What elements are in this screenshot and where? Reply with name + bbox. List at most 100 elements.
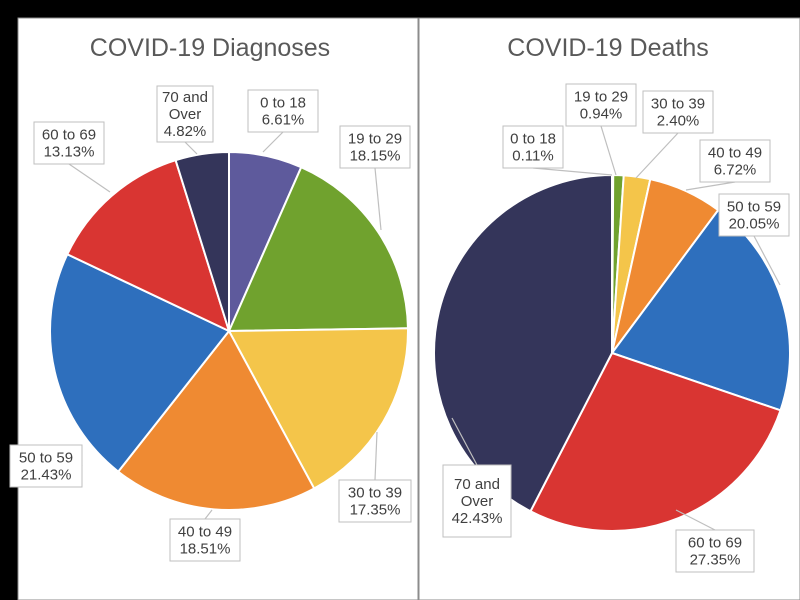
label-category: 40 to 49 xyxy=(708,145,762,162)
label-percent: 27.35% xyxy=(690,552,741,569)
data-label-50-to-59: 50 to 59 20.05% xyxy=(718,193,790,286)
leader-line xyxy=(374,167,382,231)
label-text: 50 to 59 20.05% xyxy=(727,199,781,233)
pie-slices xyxy=(49,150,409,511)
label-percent: 18.51% xyxy=(180,541,231,558)
data-label-70-and-over: 70 and Over 4.82% xyxy=(156,85,214,155)
data-label-19-to-29: 19 to 29 18.15% xyxy=(339,125,411,231)
data-labels: 0 to 18 6.61% 19 to 29 18.15% 30 to 39 17.35%… xyxy=(9,85,412,562)
pie-slices xyxy=(433,173,791,532)
label-category: 60 to 69 xyxy=(688,535,742,552)
leader-line xyxy=(532,167,613,176)
label-percent: 13.13% xyxy=(44,144,95,161)
label-box xyxy=(699,139,771,183)
label-percent: 42.43% xyxy=(452,510,503,527)
data-label-50-to-59: 50 to 59 21.43% xyxy=(9,444,83,488)
label-category: 30 to 39 xyxy=(348,485,402,502)
data-label-40-to-49: 40 to 49 18.51% xyxy=(169,509,241,562)
label-category: 50 to 59 xyxy=(727,199,781,216)
label-text: 60 to 69 27.35% xyxy=(688,535,742,569)
label-text: 60 to 69 13.13% xyxy=(42,127,96,161)
label-category: 30 to 39 xyxy=(651,96,705,113)
label-box xyxy=(338,479,412,523)
data-label-0-to-18: 0 to 18 0.11% xyxy=(502,125,613,176)
label-box xyxy=(675,529,755,573)
label-box xyxy=(9,444,83,488)
label-text: 0 to 18 0.11% xyxy=(510,131,556,165)
data-label-60-to-69: 60 to 69 27.35% xyxy=(675,509,755,573)
chart-title: COVID-19 Deaths xyxy=(507,34,708,62)
label-category: 19 to 29 xyxy=(348,131,402,148)
label-box xyxy=(642,90,714,134)
label-category: 70 and xyxy=(162,89,208,106)
leader-line xyxy=(184,141,198,155)
label-box xyxy=(565,83,637,127)
label-category: 40 to 49 xyxy=(178,524,232,541)
data-label-70-and-over: 70 and Over 42.43% xyxy=(442,417,512,538)
data-label-30-to-39: 30 to 39 2.40% xyxy=(635,90,714,179)
leader-line xyxy=(635,132,679,179)
label-percent: 18.15% xyxy=(350,148,401,165)
label-box xyxy=(33,121,105,165)
label-category: 60 to 69 xyxy=(42,127,96,144)
leader-line xyxy=(68,163,111,193)
label-text: 40 to 49 6.72% xyxy=(708,145,762,179)
label-category: 50 to 59 xyxy=(19,450,73,467)
label-category: Over xyxy=(169,106,202,123)
label-box xyxy=(156,85,214,143)
data-label-19-to-29: 19 to 29 0.94% xyxy=(565,83,637,176)
label-box xyxy=(339,125,411,169)
label-category: 0 to 18 xyxy=(260,95,306,112)
pie-slice-50-to-59 xyxy=(49,252,231,474)
pie-slice-30-to-39 xyxy=(227,327,409,490)
label-percent: 2.40% xyxy=(657,113,700,130)
label-percent: 20.05% xyxy=(729,216,780,233)
label-percent: 6.61% xyxy=(262,112,305,129)
label-category: 70 and xyxy=(454,476,500,493)
label-percent: 6.72% xyxy=(714,162,757,179)
leader-line xyxy=(204,509,213,520)
label-box xyxy=(718,193,790,237)
data-label-0-to-18: 0 to 18 6.61% xyxy=(247,89,319,153)
label-percent: 0.94% xyxy=(580,106,623,123)
label-text: 0 to 18 6.61% xyxy=(260,95,306,129)
leader-line xyxy=(753,235,781,286)
label-text: 70 and Over 4.82% xyxy=(162,89,208,140)
leader-line xyxy=(451,417,478,466)
chart-title: COVID-19 Diagnoses xyxy=(90,34,330,62)
leader-line xyxy=(262,131,284,153)
leader-line xyxy=(374,431,378,481)
pie-slice-19-to-29 xyxy=(227,165,409,333)
label-category: 19 to 29 xyxy=(574,89,628,106)
pie-slice-70-and-over xyxy=(174,150,230,332)
data-label-30-to-39: 30 to 39 17.35% xyxy=(338,431,412,523)
pie-slice-60-to-69 xyxy=(529,351,782,532)
label-percent: 4.82% xyxy=(164,123,207,140)
deaths-pie-chart: COVID-19 Deaths 0 to 18 0.11% 19 to 29 0.94%… xyxy=(418,17,800,600)
label-text: 19 to 29 18.15% xyxy=(348,131,402,165)
data-labels: 0 to 18 0.11%19 to 29 0.94%30 to 39 2.40%40… xyxy=(442,83,790,573)
label-text: 40 to 49 18.51% xyxy=(178,524,232,558)
label-category: 0 to 18 xyxy=(510,131,556,148)
label-text: 19 to 29 0.94% xyxy=(574,89,628,123)
data-label-40-to-49: 40 to 49 6.72% xyxy=(685,139,771,191)
label-text: 30 to 39 17.35% xyxy=(348,485,402,519)
label-percent: 21.43% xyxy=(21,467,72,484)
label-box xyxy=(247,89,319,133)
label-box xyxy=(169,518,241,562)
label-text: 50 to 59 21.43% xyxy=(19,450,73,484)
label-percent: 17.35% xyxy=(350,502,401,519)
label-box xyxy=(442,464,512,538)
label-percent: 0.11% xyxy=(512,148,553,165)
leader-line xyxy=(600,125,617,176)
pie-slice-40-to-49 xyxy=(116,329,316,511)
data-label-60-to-69: 60 to 69 13.13% xyxy=(33,121,111,193)
leader-line xyxy=(675,509,716,531)
label-box xyxy=(502,125,564,169)
label-text: 30 to 39 2.40% xyxy=(651,96,705,130)
leader-line xyxy=(685,181,736,191)
label-text: 70 and Over 42.43% xyxy=(452,476,503,527)
label-category: Over xyxy=(461,493,494,510)
